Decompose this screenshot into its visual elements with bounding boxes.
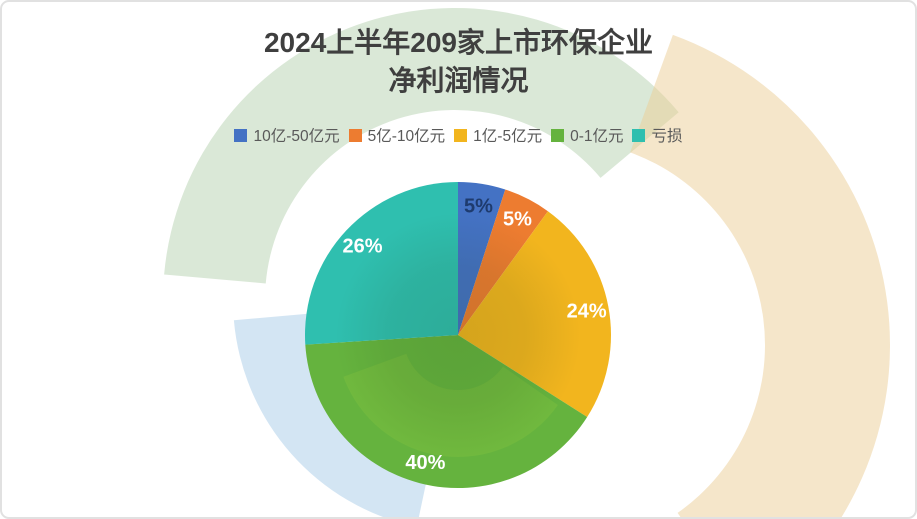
slice-value-label: 26%: [342, 235, 382, 257]
legend-label: 10亿-50亿元: [253, 128, 340, 145]
watermark-green-swoosh: [164, 7, 679, 284]
legend-swatch-icon: [234, 128, 248, 142]
legend-swatch-icon: [348, 128, 362, 142]
slice-value-label: 5%: [464, 196, 493, 218]
chart-title: 2024上半年209家上市环保企业 净利润情况: [2, 24, 915, 100]
watermark-tan-swoosh: [630, 34, 890, 517]
legend-swatch-icon: [454, 128, 468, 142]
slice-value-label: 5%: [503, 208, 532, 230]
chart-title-line1: 2024上半年209家上市环保企业: [263, 27, 653, 58]
legend-item-0: 10亿-50亿元: [234, 124, 340, 146]
slice-value-label: 40%: [405, 452, 445, 474]
legend-label: 亏损: [651, 128, 683, 145]
legend-item-4: 亏损: [632, 124, 683, 146]
legend-label: 5亿-10亿元: [367, 128, 446, 145]
legend-swatch-icon: [551, 128, 565, 142]
legend-item-2: 1亿-5亿元: [454, 124, 542, 146]
pie-center-shade: [305, 182, 611, 488]
legend-swatch-icon: [632, 128, 646, 142]
slice-value-label: 24%: [567, 300, 607, 322]
legend-label: 0-1亿元: [570, 128, 624, 145]
chart-legend: 10亿-50亿元 5亿-10亿元 1亿-5亿元 0-1亿元 亏损: [2, 124, 915, 146]
chart-title-line2: 净利润情况: [388, 65, 529, 96]
legend-item-3: 0-1亿元: [551, 124, 623, 146]
legend-item-1: 5亿-10亿元: [348, 124, 446, 146]
legend-label: 1亿-5亿元: [473, 128, 543, 145]
